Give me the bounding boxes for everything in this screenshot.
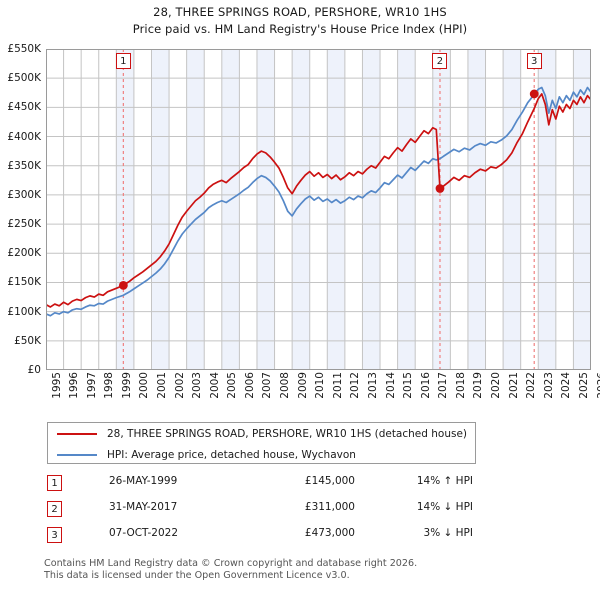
y-tick-label: £300K [7,188,41,201]
marker-flag-1[interactable]: 1 [115,53,131,69]
footer-line-2: This data is licensed under the Open Gov… [44,570,350,581]
row-date: 31-MAY-2017 [109,501,178,513]
y-tick-label: £50K [14,334,41,347]
plot-border [46,49,591,370]
y-tick-label: £100K [7,305,41,318]
legend-label-1: HPI: Average price, detached house, Wych… [107,448,356,461]
legend-item-0: 28, THREE SPRINGS ROAD, PERSHORE, WR10 1… [48,423,475,444]
x-tick-label: 2004 [208,372,221,399]
x-tick-label: 2005 [226,372,239,399]
x-tick-label: 2026 [595,372,600,399]
row-hpi-delta: 3% ↓ HPI [423,527,473,539]
x-tick-label: 2008 [279,372,292,399]
row-date: 26-MAY-1999 [109,475,178,487]
row-price: £145,000 [304,475,355,487]
y-tick-label: £250K [7,218,41,231]
x-tick-label: 2011 [331,372,344,399]
x-tick-label: 2015 [402,372,415,399]
legend-item-1: HPI: Average price, detached house, Wych… [48,444,475,465]
y-tick-label: £350K [7,159,41,172]
year-bands [116,49,591,370]
x-tick-label: 2014 [384,372,397,399]
row-date: 07-OCT-2022 [109,527,178,539]
series-lines [46,86,591,317]
x-tick-label: 2013 [366,372,379,399]
x-tick-label: 2000 [138,372,151,399]
page-title: 28, THREE SPRINGS ROAD, PERSHORE, WR10 1… [0,4,600,38]
x-tick-label: 2016 [419,372,432,399]
y-tick-label: £500K [7,72,41,85]
y-tick-label: £0 [27,364,41,376]
gridlines [46,49,591,370]
y-tick-label: £550K [7,43,41,55]
x-tick-label: 2020 [490,372,503,399]
x-tick-label: 1998 [103,372,116,399]
x-tick-label: 2022 [525,372,538,399]
x-tick-label: 2002 [173,372,186,399]
x-tick-label: 2009 [296,372,309,399]
x-tick-label: 2019 [472,372,485,399]
price-history-chart [46,49,591,370]
x-tick-label: 2025 [577,372,590,399]
row-price: £473,000 [304,527,355,539]
title-line-2: Price paid vs. HM Land Registry's House … [132,22,468,36]
x-tick-label: 2007 [261,372,274,399]
chart-svg [46,49,591,370]
x-tick-label: 2024 [560,372,573,399]
transactions-table: 1 26-MAY-1999 £145,000 14% ↑ HPI 2 31-MAY-201… [47,473,477,551]
x-tick-label: 2001 [155,372,168,399]
x-tick-label: 1999 [120,372,133,399]
legend-swatch-0 [57,432,97,435]
marker-flag-3[interactable]: 3 [526,53,542,69]
x-tick-label: 1997 [85,372,98,399]
row-badge-1[interactable]: 1 [47,475,62,491]
x-tick-label: 2018 [454,372,467,399]
marker-flag-2[interactable]: 2 [432,53,448,69]
x-axis-labels: 1995 1996 1997 1998 1999 2000 2001 2002 2003 2004… [46,372,600,418]
x-tick-label: 2023 [542,372,555,399]
row-badge-2[interactable]: 2 [47,501,62,517]
x-tick-label: 2010 [314,372,327,399]
x-tick-label: 2003 [191,372,204,399]
x-tick-label: 1995 [50,372,63,399]
y-tick-label: £450K [7,101,41,114]
x-tick-label: 2021 [507,372,520,399]
y-tick-label: £150K [7,276,41,289]
title-line-1: 28, THREE SPRINGS ROAD, PERSHORE, WR10 1… [153,5,447,19]
table-row: 2 31-MAY-2017 £311,000 14% ↓ HPI [47,499,477,525]
x-tick-label: 2006 [243,372,256,399]
x-tick-label: 2017 [437,372,450,399]
footer-line-1: Contains HM Land Registry data © Crown c… [44,558,418,569]
row-hpi-delta: 14% ↓ HPI [416,501,473,513]
row-hpi-delta: 14% ↑ HPI [416,475,473,487]
table-row: 3 07-OCT-2022 £473,000 3% ↓ HPI [47,525,477,551]
x-tick-label: 2012 [349,372,362,399]
legend-swatch-1 [57,453,97,456]
row-badge-3[interactable]: 3 [47,527,62,543]
y-tick-label: £400K [7,130,41,143]
transaction-points [118,89,539,290]
legend-label-0: 28, THREE SPRINGS ROAD, PERSHORE, WR10 1… [107,427,468,440]
table-row: 1 26-MAY-1999 £145,000 14% ↑ HPI [47,473,477,499]
y-axis-labels: £0 £50K £100K £150K £200K £250K £300K £350K £400… [0,43,44,376]
chart-legend: 28, THREE SPRINGS ROAD, PERSHORE, WR10 1… [47,422,476,464]
row-price: £311,000 [304,501,355,513]
x-tick-label: 1996 [68,372,81,399]
y-tick-label: £200K [7,247,41,260]
footer-attribution: Contains HM Land Registry data © Crown c… [44,558,564,582]
